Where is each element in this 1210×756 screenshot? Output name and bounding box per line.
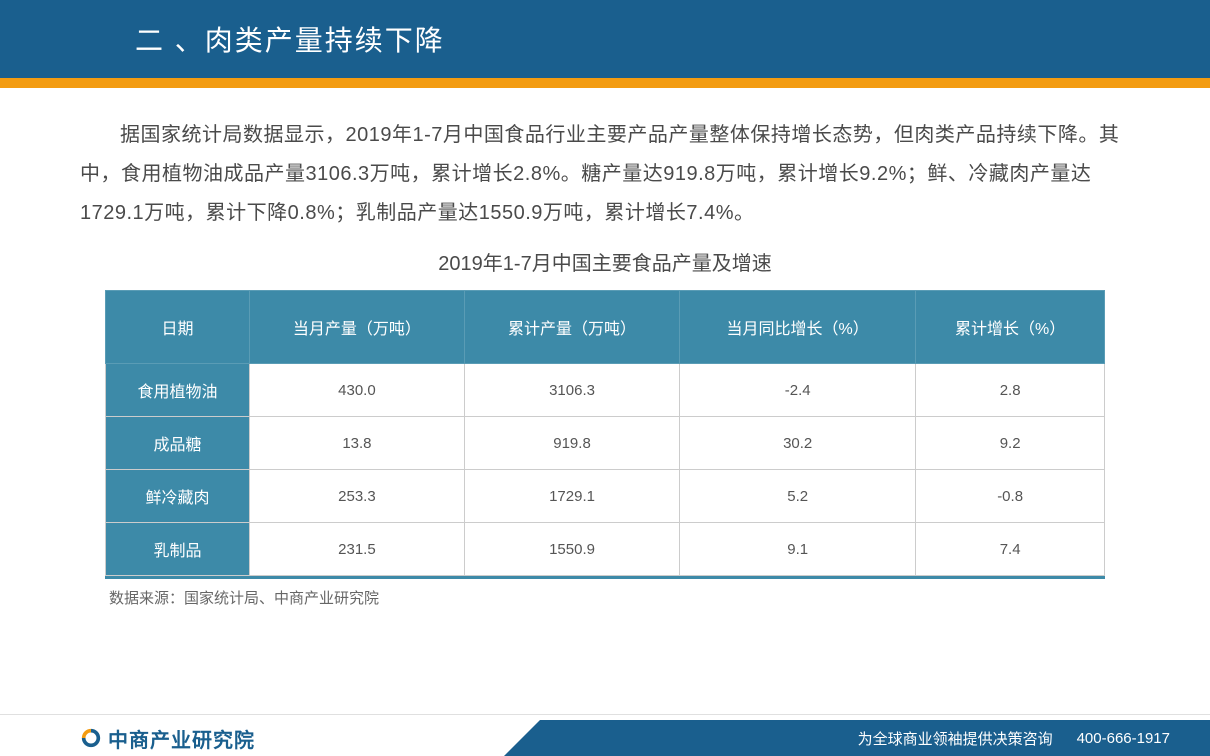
content-area: 据国家统计局数据显示，2019年1-7月中国食品行业主要产品产量整体保持增长态势…	[0, 88, 1210, 608]
body-paragraph: 据国家统计局数据显示，2019年1-7月中国食品行业主要产品产量整体保持增长态势…	[80, 116, 1130, 233]
logo-text: 中商产业研究院	[108, 724, 255, 753]
table-row: 成品糖 13.8 919.8 30.2 9.2	[106, 417, 1105, 470]
footer-left: 中商产业研究院	[0, 720, 540, 756]
table-title: 2019年1-7月中国主要食品产量及增速	[80, 247, 1130, 276]
footer: 中商产业研究院 为全球商业领袖提供决策咨询 400-666-1917	[0, 714, 1210, 756]
page-title: 二 、肉类产量持续下降	[0, 19, 445, 59]
cell: 1729.1	[464, 470, 679, 523]
row-label: 乳制品	[106, 523, 250, 576]
cell: 9.2	[916, 417, 1105, 470]
row-label: 食用植物油	[106, 364, 250, 417]
cell: 1550.9	[464, 523, 679, 576]
data-table: 日期 当月产量（万吨） 累计产量（万吨） 当月同比增长（%） 累计增长（%） 食…	[105, 290, 1105, 576]
cell: 30.2	[680, 417, 916, 470]
slide: 二 、肉类产量持续下降 据国家统计局数据显示，2019年1-7月中国食品行业主要…	[0, 0, 1210, 756]
table-row: 食用植物油 430.0 3106.3 -2.4 2.8	[106, 364, 1105, 417]
table-row: 鲜冷藏肉 253.3 1729.1 5.2 -0.8	[106, 470, 1105, 523]
footer-accent-fill	[516, 720, 540, 756]
accent-bar	[0, 78, 1210, 88]
cell: 5.2	[680, 470, 916, 523]
cell: 3106.3	[464, 364, 679, 417]
col-month-output: 当月产量（万吨）	[249, 291, 464, 364]
table-header-row: 日期 当月产量（万吨） 累计产量（万吨） 当月同比增长（%） 累计增长（%）	[106, 291, 1105, 364]
col-cumulative-output: 累计产量（万吨）	[464, 291, 679, 364]
table-bottom-border	[105, 576, 1105, 579]
footer-right: 为全球商业领袖提供决策咨询 400-666-1917	[540, 720, 1210, 756]
cell: 253.3	[249, 470, 464, 523]
cell: 13.8	[249, 417, 464, 470]
footer-tagline: 为全球商业领袖提供决策咨询	[858, 728, 1053, 749]
cell: 7.4	[916, 523, 1105, 576]
cell: 231.5	[249, 523, 464, 576]
col-month-growth: 当月同比增长（%）	[680, 291, 916, 364]
footer-logo: 中商产业研究院	[80, 724, 255, 753]
source-note: 数据来源：国家统计局、中商产业研究院	[105, 587, 1105, 608]
footer-phone: 400-666-1917	[1077, 730, 1170, 747]
cell: 9.1	[680, 523, 916, 576]
footer-inner: 中商产业研究院 为全球商业领袖提供决策咨询 400-666-1917	[0, 720, 1210, 756]
cell: -2.4	[680, 364, 916, 417]
cell: 430.0	[249, 364, 464, 417]
col-cumulative-growth: 累计增长（%）	[916, 291, 1105, 364]
logo-icon	[80, 727, 102, 749]
row-label: 成品糖	[106, 417, 250, 470]
cell: 919.8	[464, 417, 679, 470]
row-label: 鲜冷藏肉	[106, 470, 250, 523]
cell: -0.8	[916, 470, 1105, 523]
table-row: 乳制品 231.5 1550.9 9.1 7.4	[106, 523, 1105, 576]
cell: 2.8	[916, 364, 1105, 417]
header-bar: 二 、肉类产量持续下降	[0, 0, 1210, 78]
col-date: 日期	[106, 291, 250, 364]
